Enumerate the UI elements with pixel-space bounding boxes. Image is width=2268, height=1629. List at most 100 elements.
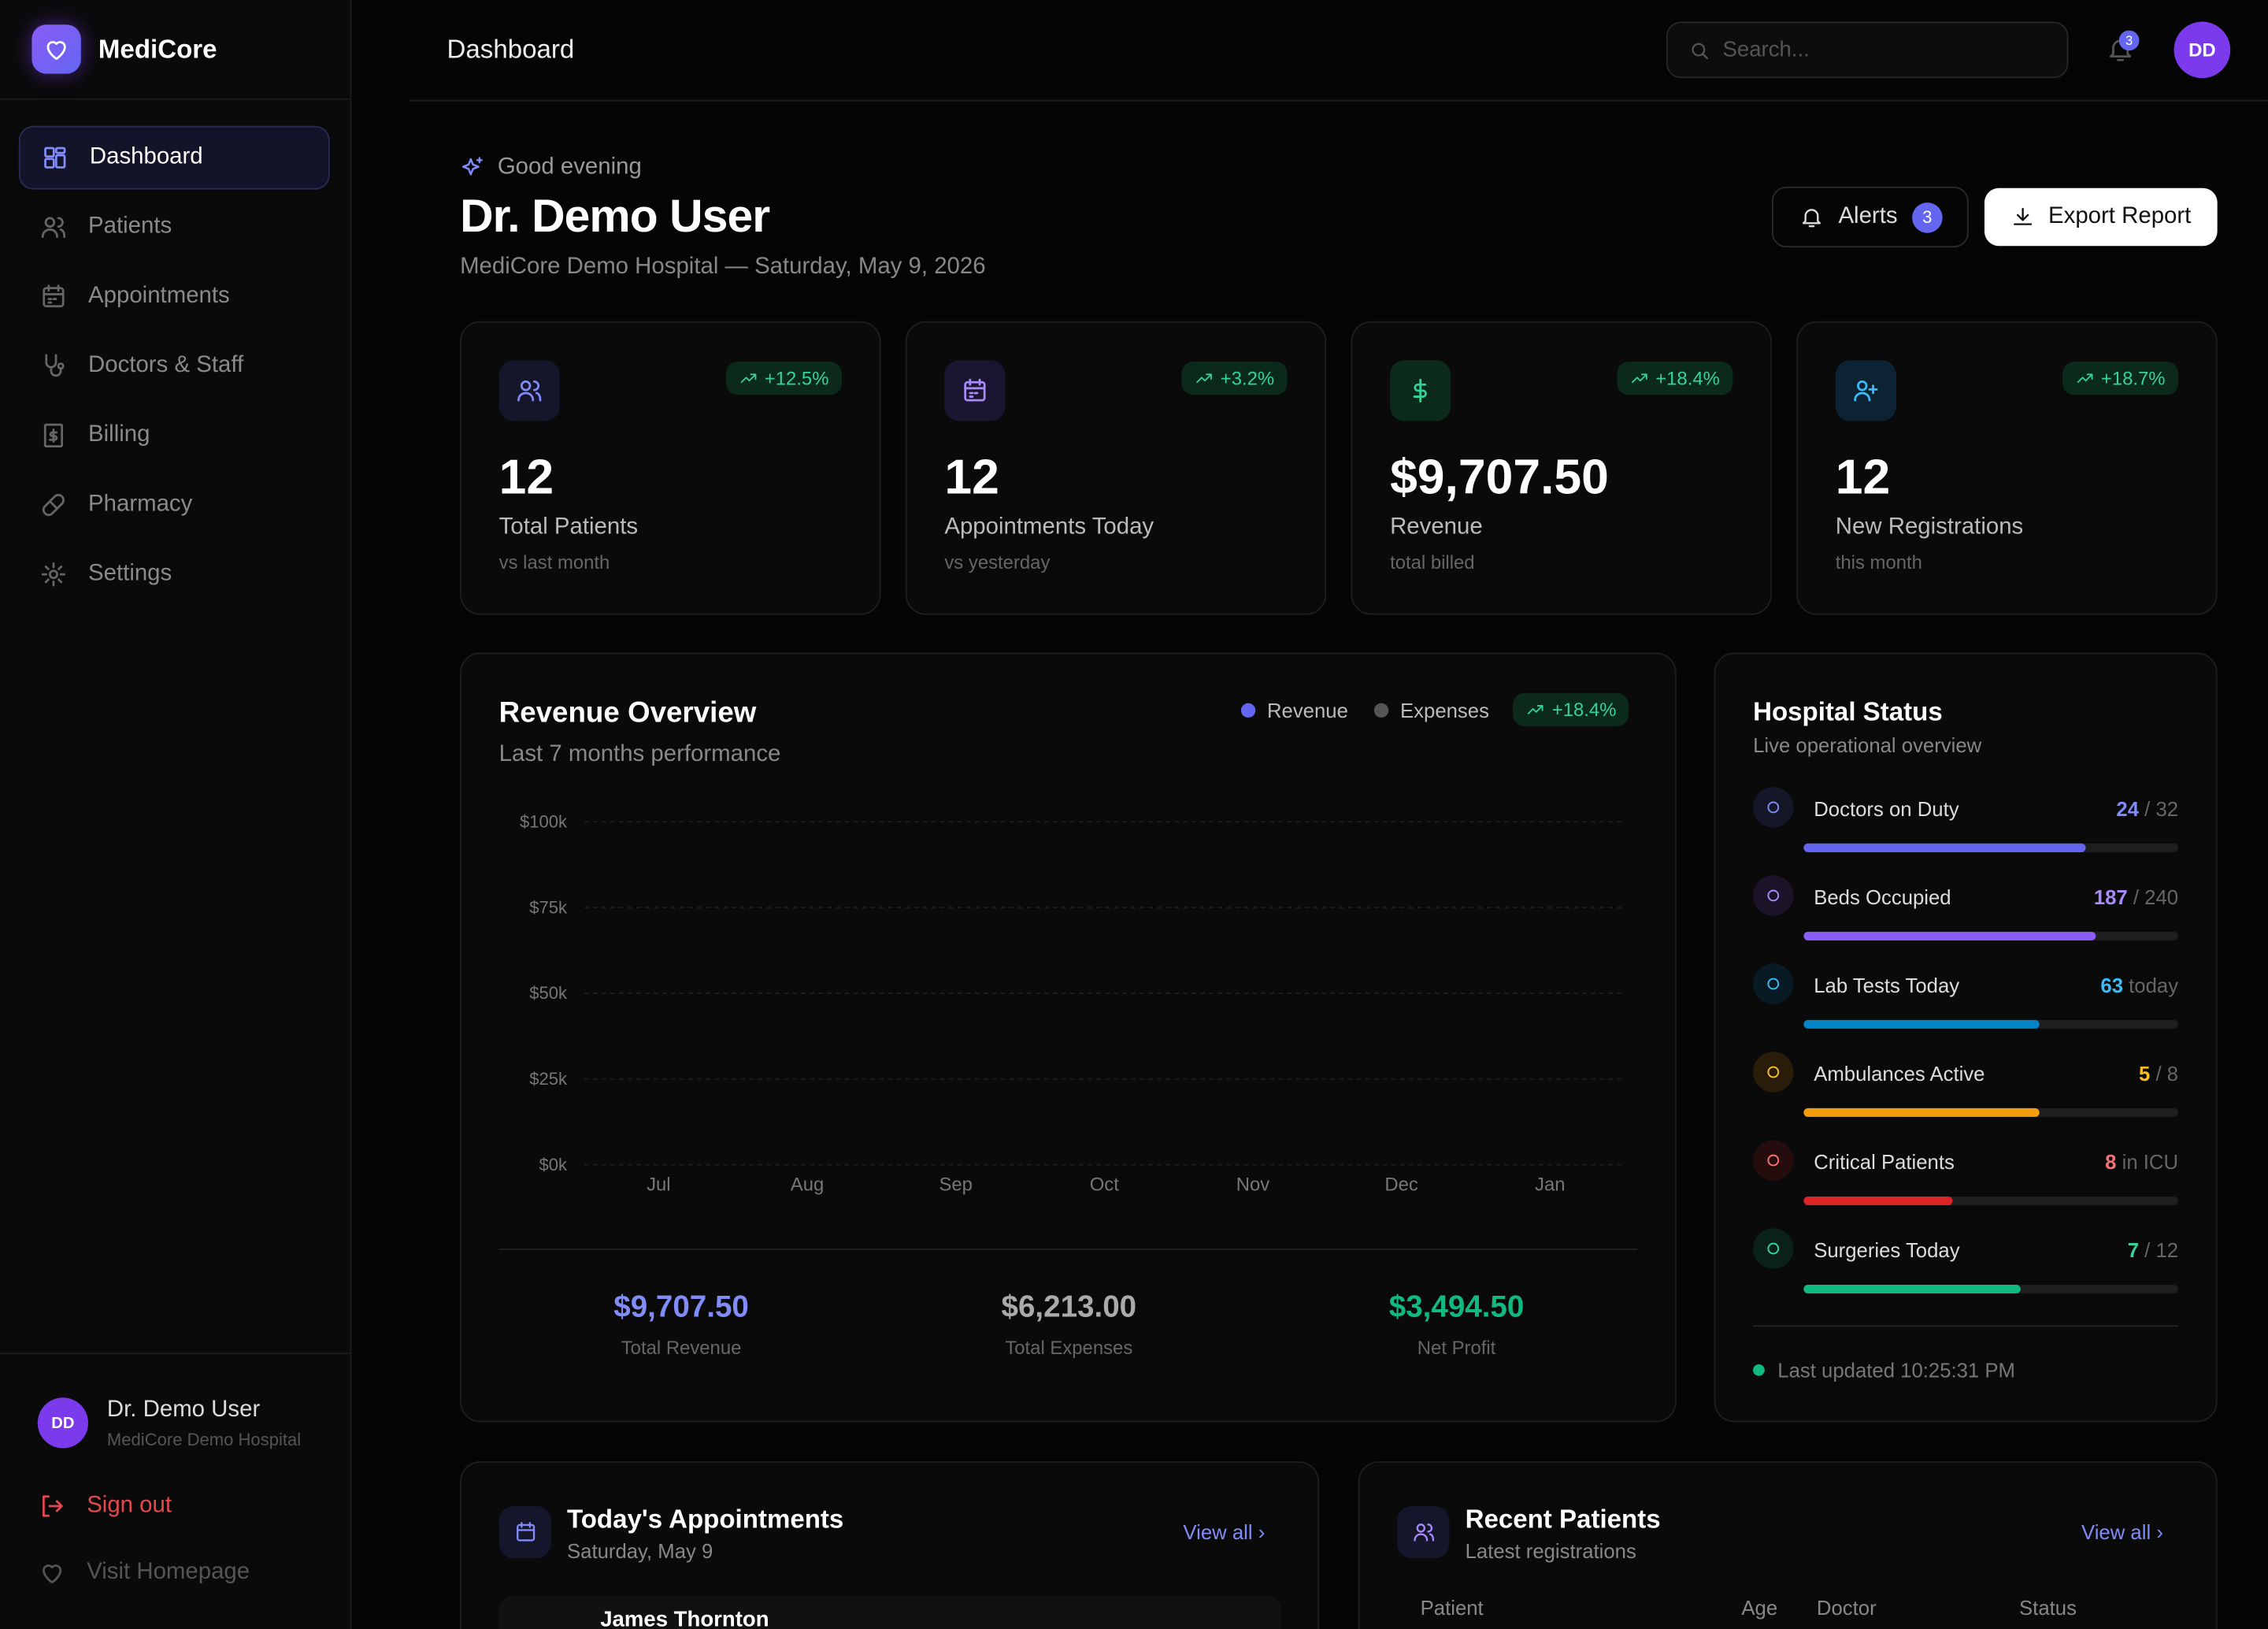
nav-label: Settings xyxy=(88,561,172,586)
x-tick-label: Aug xyxy=(791,1174,824,1196)
stat-icon xyxy=(944,360,1006,421)
status-track xyxy=(1803,1019,2179,1029)
alerts-count: 3 xyxy=(1911,202,1943,232)
divider xyxy=(498,1249,1638,1250)
visit-homepage-label: Visit Homepage xyxy=(87,1559,250,1585)
status-value: 63 xyxy=(2100,974,2124,997)
nav-label: Patients xyxy=(88,213,172,239)
status-figure: 8 in ICU xyxy=(2105,1150,2178,1173)
header-subtitle: MediCore Demo Hospital — Saturday, May 9… xyxy=(460,254,986,280)
alerts-button[interactable]: Alerts 3 xyxy=(1771,186,1969,248)
search-placeholder: Search... xyxy=(1722,37,1810,62)
view-all[interactable]: View all › xyxy=(1183,1520,1266,1544)
patients-card: Recent Patients Latest registrations Vie… xyxy=(1358,1461,2218,1629)
logo xyxy=(32,24,81,74)
trend-icon xyxy=(1527,705,1544,714)
status-glyph xyxy=(1767,1066,1780,1078)
appointment-row[interactable]: James Thornton xyxy=(498,1595,1282,1629)
stat-change-text: +3.2% xyxy=(1220,367,1275,390)
nav-icon xyxy=(45,354,65,377)
status-icon xyxy=(1753,1052,1794,1093)
total-value: $9,707.50 xyxy=(613,1290,749,1324)
total-label: Total Revenue xyxy=(621,1337,742,1359)
x-tick-label: Jan xyxy=(1535,1174,1565,1196)
y-tick-label: $75k xyxy=(529,897,568,917)
notifications[interactable]: 3 xyxy=(2106,30,2140,71)
nav-icon xyxy=(44,147,66,169)
stat-value: 12 xyxy=(498,450,554,506)
status-value: 7 xyxy=(2127,1238,2140,1262)
nav-item[interactable]: Dashboard xyxy=(18,125,330,190)
export-label: Export Report xyxy=(2048,203,2192,229)
status-title: Hospital Status xyxy=(1753,697,1943,727)
appointment-patient: James Thornton xyxy=(600,1607,769,1629)
status-item: Ambulances Active 5 / 8 xyxy=(1753,1052,2179,1127)
total: $3,494.50 Net Profit xyxy=(1262,1290,1650,1358)
patients-subtitle: Latest registrations xyxy=(1465,1539,1636,1563)
status-bar xyxy=(1803,1108,2040,1117)
divider xyxy=(0,98,350,100)
legend-label: Expenses xyxy=(1400,699,1489,722)
status-label: Lab Tests Today xyxy=(1814,974,1960,997)
stat-change-text: +18.7% xyxy=(2100,367,2166,390)
status-bar xyxy=(1803,1196,1953,1205)
trend-icon xyxy=(1631,373,1647,384)
status-glyph xyxy=(1767,889,1780,902)
status-icon xyxy=(1753,787,1794,828)
status-bar xyxy=(1803,1019,2040,1029)
stat-card: +3.2% 12 Appointments Today vs yesterday xyxy=(905,321,1327,615)
nav-icon xyxy=(42,494,65,517)
status-value: 8 xyxy=(2105,1150,2117,1174)
brand: MediCore xyxy=(98,35,217,64)
status-label: Critical Patients xyxy=(1814,1150,1955,1174)
user-avatar: DD xyxy=(37,1397,89,1449)
sign-out[interactable]: Sign out xyxy=(38,1492,172,1521)
page-title: Dashboard xyxy=(447,35,575,64)
nav-item[interactable]: Appointments xyxy=(19,265,330,328)
sidebar: MediCore Dashboard Patients Appointments Do… xyxy=(0,0,352,1629)
notification-count: 3 xyxy=(2118,30,2140,51)
nav-item[interactable]: Pharmacy xyxy=(19,473,330,537)
status-value: 24 xyxy=(2116,797,2140,821)
search-box[interactable]: Search... xyxy=(1666,21,2069,79)
status-bar xyxy=(1803,931,2096,941)
stat-icon xyxy=(498,360,560,421)
total-label: Net Profit xyxy=(1417,1337,1496,1359)
stat-value: 12 xyxy=(1835,450,1891,506)
nav-item[interactable]: Settings xyxy=(19,543,330,607)
view-all[interactable]: View all › xyxy=(2081,1520,2163,1544)
nav-label: Appointments xyxy=(88,283,230,309)
visit-homepage[interactable]: Visit Homepage xyxy=(38,1558,250,1587)
home-icon xyxy=(43,1564,62,1584)
nav-item[interactable]: Doctors & Staff xyxy=(19,334,330,398)
column-header: Doctor xyxy=(1816,1595,1877,1620)
legend: Revenue Expenses xyxy=(1240,699,1489,722)
top-avatar[interactable]: DD xyxy=(2174,21,2231,79)
stat-note: vs last month xyxy=(498,551,610,573)
status-figure: 5 / 8 xyxy=(2139,1062,2178,1085)
status-suffix: / 32 xyxy=(2144,797,2179,821)
status-icon xyxy=(1753,875,1794,916)
patients-icon xyxy=(1397,1506,1450,1559)
status-glyph xyxy=(1767,1154,1780,1167)
trend-icon xyxy=(1195,373,1212,384)
divider xyxy=(1753,1325,2179,1327)
x-tick-label: Sep xyxy=(939,1174,972,1196)
alerts-label: Alerts xyxy=(1838,203,1898,229)
nav-item[interactable]: Billing xyxy=(19,403,330,467)
nav-label: Doctors & Staff xyxy=(88,353,244,378)
status-suffix: / 12 xyxy=(2144,1238,2179,1262)
nav-item[interactable]: Patients xyxy=(19,195,330,259)
stat-change-text: +12.5% xyxy=(764,367,829,390)
legend-label: Revenue xyxy=(1266,699,1348,722)
status-suffix: today xyxy=(2129,974,2179,997)
status-icon xyxy=(1753,1140,1794,1181)
y-tick-label: $0k xyxy=(539,1155,568,1174)
status-suffix: in ICU xyxy=(2122,1150,2179,1174)
appointments-icon xyxy=(498,1506,551,1559)
export-button[interactable]: Export Report xyxy=(1984,187,2218,247)
status-label: Surgeries Today xyxy=(1814,1238,1960,1262)
